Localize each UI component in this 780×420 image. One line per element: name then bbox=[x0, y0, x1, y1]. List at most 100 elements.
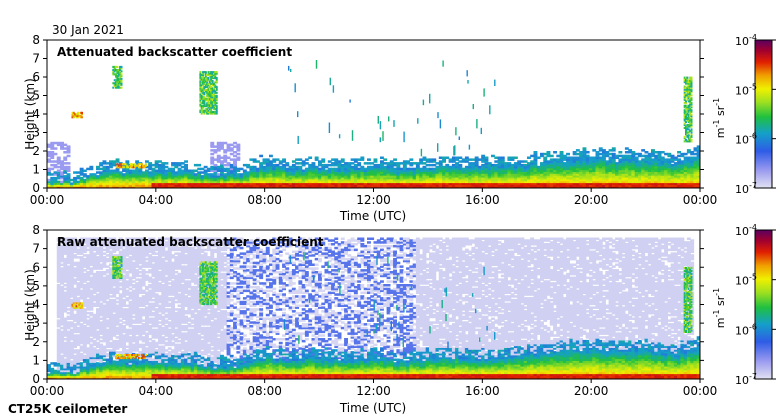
heatmap-cell bbox=[207, 167, 211, 171]
heatmap-cell bbox=[69, 274, 74, 278]
heatmap-cell bbox=[63, 297, 68, 300]
aerosol-layer-cell bbox=[206, 80, 209, 83]
upper-level-echo bbox=[351, 130, 354, 141]
heatmap-cell bbox=[602, 156, 606, 159]
heatmap-cell bbox=[474, 171, 479, 174]
heatmap-cell bbox=[105, 343, 110, 347]
heatmap-cell bbox=[105, 167, 110, 171]
heatmap-cell bbox=[553, 158, 557, 161]
aerosol-layer-cell bbox=[202, 75, 205, 78]
aerosol-layer-cell bbox=[81, 111, 83, 114]
heatmap-cell bbox=[445, 175, 450, 178]
heatmap-cell bbox=[47, 169, 51, 172]
heatmap-cell bbox=[556, 173, 561, 176]
heatmap-cell bbox=[478, 178, 482, 182]
heatmap-cell bbox=[99, 280, 104, 283]
heatmap-cell bbox=[259, 173, 264, 176]
heatmap-cell bbox=[187, 175, 192, 178]
heatmap-cell bbox=[445, 167, 450, 171]
heatmap-cell bbox=[73, 280, 77, 283]
heatmap-cell bbox=[618, 175, 623, 178]
heatmap-cell bbox=[82, 241, 87, 244]
heatmap-cell bbox=[657, 158, 662, 161]
heatmap-cell bbox=[380, 186, 384, 188]
heatmap-cell bbox=[226, 171, 231, 174]
heatmap-cell bbox=[92, 272, 97, 276]
heatmap-cell bbox=[56, 332, 61, 335]
heatmap-cell bbox=[207, 175, 211, 178]
heatmap-cell bbox=[693, 176, 698, 180]
heatmap-cell bbox=[340, 176, 345, 180]
heatmap-cell bbox=[582, 154, 587, 158]
heatmap-cell bbox=[605, 173, 610, 176]
heatmap-cell bbox=[223, 180, 228, 184]
heatmap-cell bbox=[455, 156, 459, 159]
heatmap-cell bbox=[89, 250, 94, 253]
heatmap-cell bbox=[608, 160, 613, 163]
heatmap-cell bbox=[82, 173, 87, 176]
heatmap-cell bbox=[321, 163, 326, 167]
heatmap-cell bbox=[50, 377, 55, 379]
heatmap-cell bbox=[158, 165, 162, 169]
heatmap-cell bbox=[696, 158, 700, 161]
aerosol-layer-cell bbox=[200, 108, 203, 111]
heatmap-cell bbox=[638, 182, 642, 185]
heatmap-cell bbox=[686, 163, 691, 167]
heatmap-cell bbox=[73, 178, 77, 182]
heatmap-cell bbox=[402, 162, 407, 165]
aerosol-layer-cell bbox=[120, 70, 123, 73]
heatmap-cell bbox=[611, 180, 616, 184]
heatmap-cell bbox=[471, 173, 476, 176]
heatmap-cell bbox=[288, 184, 293, 187]
heatmap-cell bbox=[148, 182, 153, 185]
heatmap-cell bbox=[79, 311, 84, 315]
heatmap-cell bbox=[370, 176, 375, 180]
heatmap-cell bbox=[553, 176, 557, 180]
heatmap-cell bbox=[641, 182, 646, 185]
heatmap-cell bbox=[686, 184, 691, 187]
heatmap-cell bbox=[60, 321, 64, 324]
aerosol-layer-cell bbox=[206, 105, 209, 108]
heatmap-cell bbox=[350, 175, 355, 178]
heatmap-cell bbox=[177, 182, 182, 185]
heatmap-cell bbox=[667, 158, 672, 161]
heatmap-cell bbox=[654, 154, 659, 158]
heatmap-cell bbox=[167, 176, 172, 180]
heatmap-cell bbox=[82, 265, 87, 268]
heatmap-cell bbox=[686, 160, 691, 163]
aerosol-layer-cell bbox=[200, 77, 203, 80]
aerosol-layer-cell bbox=[112, 65, 115, 68]
heatmap-cell bbox=[468, 169, 473, 172]
heatmap-cell bbox=[82, 315, 87, 319]
heatmap-cell bbox=[69, 360, 74, 363]
heatmap-cell bbox=[73, 184, 77, 187]
heatmap-cell bbox=[353, 171, 358, 174]
heatmap-cell bbox=[631, 151, 636, 154]
aerosol-layer-cell bbox=[206, 88, 209, 91]
heatmap-cell bbox=[670, 176, 675, 180]
heatmap-cell bbox=[226, 163, 231, 167]
heatmap-cell bbox=[288, 167, 293, 171]
aerosol-layer-cell bbox=[685, 76, 687, 79]
heatmap-cell bbox=[693, 173, 698, 176]
heatmap-cell bbox=[229, 175, 234, 178]
aerosol-layer-cell bbox=[690, 116, 693, 119]
heatmap-cell bbox=[73, 274, 77, 278]
heatmap-cell bbox=[53, 186, 58, 188]
heatmap-cell bbox=[337, 165, 342, 169]
heatmap-cell bbox=[513, 162, 518, 165]
aerosol-layer-cell bbox=[117, 77, 120, 80]
heatmap-cell bbox=[386, 184, 391, 187]
heatmap-cell bbox=[92, 354, 97, 358]
heatmap-cell bbox=[89, 248, 94, 252]
heatmap-cell bbox=[56, 276, 61, 280]
heatmap-cell bbox=[102, 351, 107, 354]
aerosol-layer-cell bbox=[214, 85, 217, 88]
heatmap-cell bbox=[82, 358, 87, 361]
heatmap-cell bbox=[429, 163, 433, 167]
upper-level-echo bbox=[388, 116, 390, 122]
heatmap-cell bbox=[497, 165, 502, 169]
heatmap-cell bbox=[533, 184, 538, 187]
heatmap-cell bbox=[239, 176, 244, 180]
heatmap-cell bbox=[79, 259, 84, 263]
